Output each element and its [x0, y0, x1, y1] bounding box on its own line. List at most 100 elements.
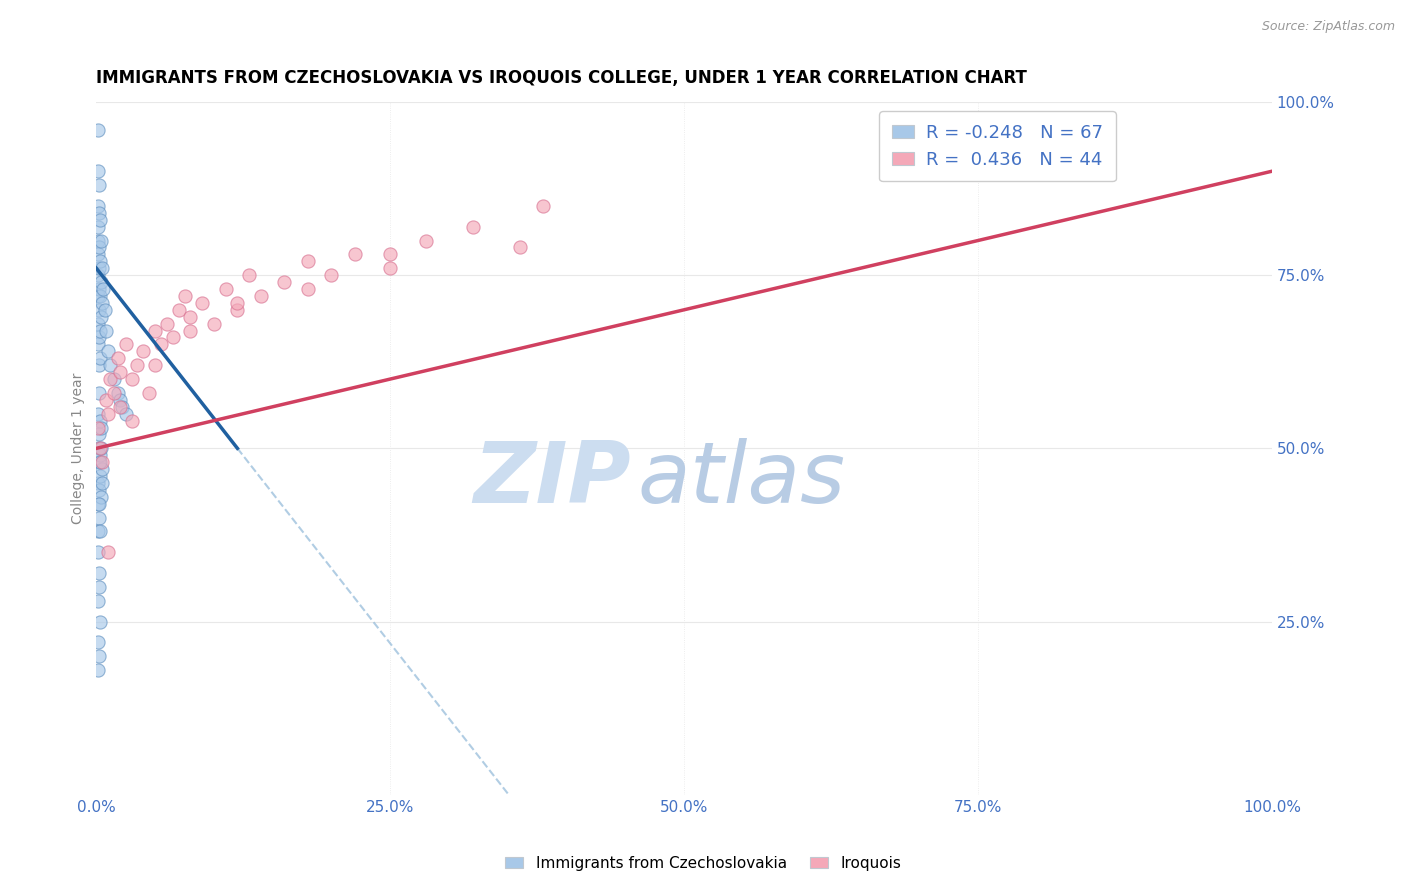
- Point: [179, 310, 201, 324]
- Point: [87, 566, 110, 580]
- Point: [108, 365, 131, 379]
- Point: [97, 407, 120, 421]
- Point: [89, 324, 111, 338]
- Point: [138, 385, 160, 400]
- Point: [90, 310, 112, 324]
- Point: [94, 392, 117, 407]
- Point: [86, 268, 108, 282]
- Point: [87, 510, 110, 524]
- Point: [173, 289, 195, 303]
- Point: [90, 442, 112, 456]
- Point: [87, 385, 110, 400]
- Point: [89, 469, 111, 483]
- Text: atlas: atlas: [637, 438, 845, 521]
- Point: [156, 317, 179, 331]
- Point: [87, 455, 110, 469]
- Point: [179, 324, 201, 338]
- Point: [91, 462, 114, 476]
- Point: [143, 324, 166, 338]
- Point: [250, 289, 273, 303]
- Point: [143, 358, 166, 372]
- Point: [100, 358, 122, 372]
- Point: [167, 302, 190, 317]
- Point: [89, 442, 111, 456]
- Point: [461, 219, 484, 234]
- Point: [86, 337, 108, 351]
- Point: [86, 420, 108, 434]
- Point: [86, 442, 108, 456]
- Point: [87, 358, 110, 372]
- Point: [297, 282, 319, 296]
- Point: [90, 275, 112, 289]
- Point: [509, 240, 531, 254]
- Point: [121, 414, 143, 428]
- Point: [343, 247, 366, 261]
- Point: [87, 497, 110, 511]
- Point: [86, 593, 108, 607]
- Point: [107, 385, 129, 400]
- Point: [87, 240, 110, 254]
- Point: [86, 219, 108, 234]
- Point: [87, 649, 110, 664]
- Point: [86, 524, 108, 539]
- Point: [91, 296, 114, 310]
- Point: [89, 615, 111, 629]
- Point: [415, 234, 437, 248]
- Point: [87, 427, 110, 442]
- Point: [107, 351, 129, 366]
- Point: [89, 212, 111, 227]
- Point: [297, 254, 319, 268]
- Point: [93, 282, 115, 296]
- Point: [86, 199, 108, 213]
- Point: [108, 392, 131, 407]
- Point: [90, 420, 112, 434]
- Point: [86, 497, 108, 511]
- Point: [86, 635, 108, 649]
- Point: [89, 524, 111, 539]
- Point: [97, 545, 120, 559]
- Point: [89, 254, 111, 268]
- Point: [132, 344, 155, 359]
- Point: [86, 122, 108, 136]
- Point: [91, 475, 114, 490]
- Point: [86, 475, 108, 490]
- Point: [87, 282, 110, 296]
- Point: [86, 407, 108, 421]
- Point: [103, 372, 125, 386]
- Point: [90, 234, 112, 248]
- Point: [91, 261, 114, 276]
- Point: [380, 247, 402, 261]
- Point: [87, 302, 110, 317]
- Point: [214, 282, 236, 296]
- Point: [87, 206, 110, 220]
- Point: [273, 275, 295, 289]
- Point: [87, 483, 110, 497]
- Point: [226, 296, 249, 310]
- Point: [87, 580, 110, 594]
- Point: [114, 407, 136, 421]
- Text: Source: ZipAtlas.com: Source: ZipAtlas.com: [1261, 20, 1395, 33]
- Point: [238, 268, 260, 282]
- Point: [531, 199, 554, 213]
- Point: [111, 400, 134, 414]
- Point: [91, 455, 114, 469]
- Point: [94, 324, 117, 338]
- Point: [97, 344, 120, 359]
- Point: [86, 545, 108, 559]
- Point: [93, 302, 115, 317]
- Point: [86, 317, 108, 331]
- Text: IMMIGRANTS FROM CZECHOSLOVAKIA VS IROQUOIS COLLEGE, UNDER 1 YEAR CORRELATION CHA: IMMIGRANTS FROM CZECHOSLOVAKIA VS IROQUO…: [97, 69, 1028, 87]
- Legend: R = -0.248   N = 67, R =  0.436   N = 44: R = -0.248 N = 67, R = 0.436 N = 44: [879, 111, 1116, 181]
- Point: [86, 234, 108, 248]
- Point: [90, 490, 112, 504]
- Point: [86, 663, 108, 677]
- Point: [150, 337, 173, 351]
- Legend: Immigrants from Czechoslovakia, Iroquois: Immigrants from Czechoslovakia, Iroquois: [499, 850, 907, 877]
- Point: [86, 164, 108, 178]
- Point: [87, 261, 110, 276]
- Y-axis label: College, Under 1 year: College, Under 1 year: [72, 373, 86, 524]
- Point: [114, 337, 136, 351]
- Point: [87, 178, 110, 193]
- Point: [89, 414, 111, 428]
- Point: [86, 289, 108, 303]
